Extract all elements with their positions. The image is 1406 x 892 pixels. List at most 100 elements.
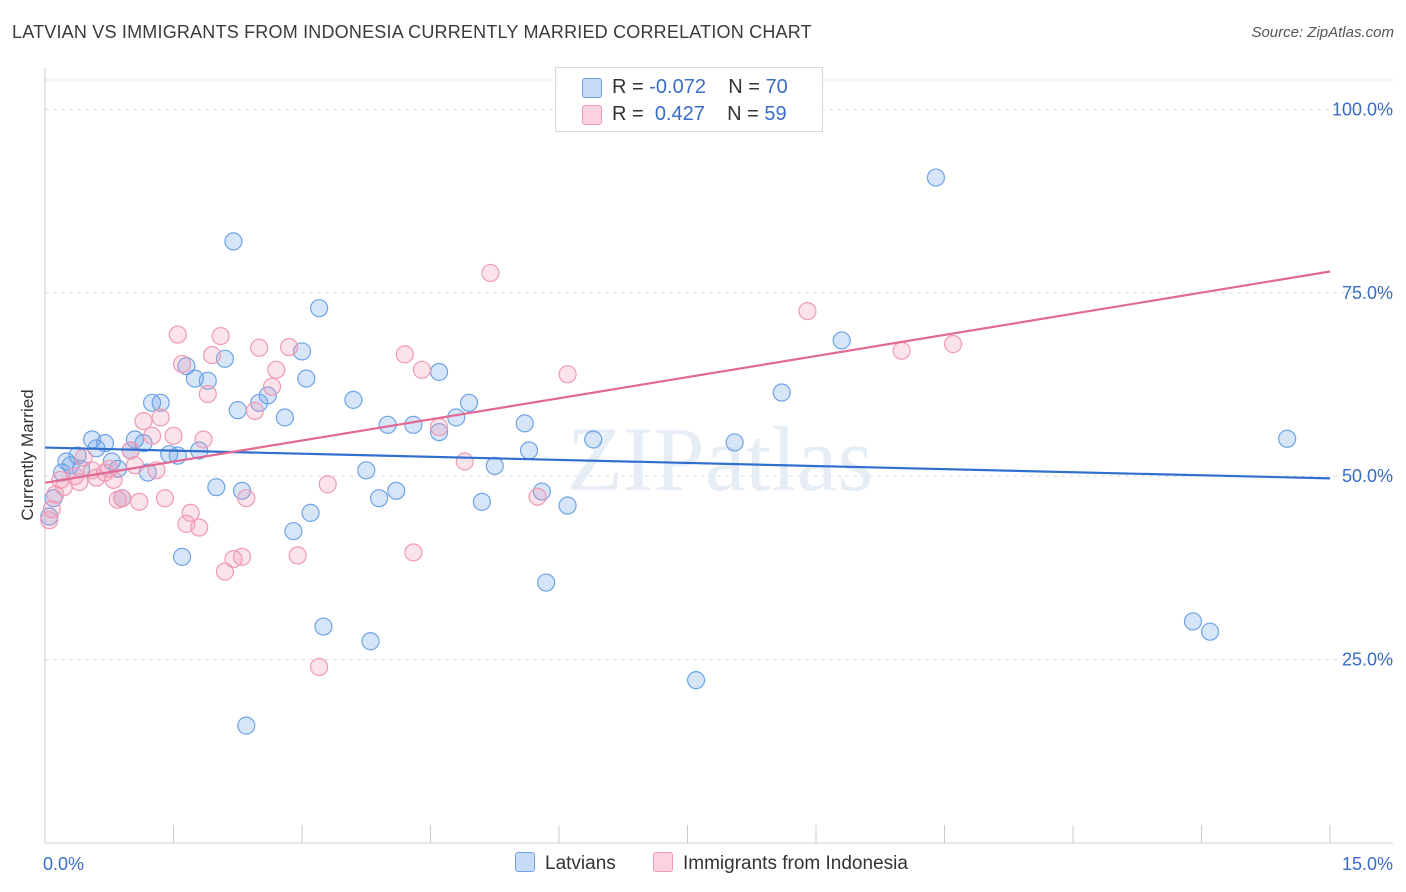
latvians-point xyxy=(275,408,294,427)
indonesia-point xyxy=(198,384,217,404)
indonesia-point xyxy=(404,543,423,562)
indonesia-point xyxy=(528,487,547,506)
latvians-point xyxy=(297,369,316,388)
y-tick-label: 100.0% xyxy=(1332,99,1393,119)
latvians-point xyxy=(387,481,406,500)
indonesia-point xyxy=(211,326,230,346)
bottom-legend-label: Immigrants from Indonesia xyxy=(683,853,908,874)
latvians-point xyxy=(370,489,389,508)
legend-r-value: 0.427 xyxy=(654,103,705,125)
latvians-point xyxy=(472,492,491,511)
indonesia-point xyxy=(232,547,252,566)
indonesia-point xyxy=(455,452,474,471)
x-tick-label-left: 0.0% xyxy=(43,854,84,874)
legend-n-label: N = xyxy=(727,103,759,125)
bottom-legend-indonesia: Immigrants from Indonesia xyxy=(653,852,908,875)
trend-lines xyxy=(44,270,1331,484)
legend-r-label: R = xyxy=(612,103,644,125)
y-tick-labels: 25.0% 50.0% 75.0% 100.0% xyxy=(1332,99,1393,669)
indonesia-point xyxy=(164,426,183,445)
y-tick-label: 75.0% xyxy=(1342,283,1393,303)
indonesia-point xyxy=(318,475,337,494)
latvians-point xyxy=(459,393,479,412)
indonesia-point xyxy=(481,263,500,283)
x-tick-label-right: 15.0% xyxy=(1342,854,1393,874)
y-axis-label: Currently Married xyxy=(18,389,37,520)
source-label: Source: ZipAtlas.com xyxy=(1251,24,1394,41)
indonesia-point xyxy=(142,426,162,445)
indonesia-trend-line xyxy=(44,270,1331,484)
latvians-point xyxy=(228,401,247,420)
indonesia-point xyxy=(798,302,817,321)
indonesia-point xyxy=(168,325,187,344)
indonesia-point xyxy=(310,657,329,677)
indonesia-point xyxy=(190,518,209,537)
latvians-point xyxy=(429,362,449,382)
indonesia-point xyxy=(558,365,577,384)
indonesia-point xyxy=(40,511,59,530)
bottom-legend-latvians: Latvians xyxy=(515,852,616,875)
latvians-point xyxy=(558,496,577,515)
axes xyxy=(44,68,1393,844)
latvians-point xyxy=(537,573,556,592)
latvians-point xyxy=(237,716,256,735)
latvians-point xyxy=(198,371,217,390)
indonesia-point xyxy=(172,354,192,374)
indonesia-point xyxy=(112,489,132,508)
latvians-point xyxy=(301,503,320,522)
indonesia-point xyxy=(892,341,911,360)
latvians-point xyxy=(686,671,706,690)
bottom-legend-label: Latvians xyxy=(545,853,616,874)
chart-title: LATVIAN VS IMMIGRANTS FROM INDONESIA CUR… xyxy=(12,22,812,42)
latvians-point xyxy=(258,386,277,405)
latvians-point xyxy=(172,547,192,566)
latvians-point xyxy=(344,390,363,409)
latvians-trend-line xyxy=(44,446,1331,480)
indonesia-point xyxy=(155,489,175,508)
indonesia-point xyxy=(42,500,61,519)
bottom-legend-swatch-indonesia xyxy=(653,852,673,872)
legend-swatch-latvians xyxy=(582,78,602,98)
latvians-point xyxy=(95,434,115,453)
indonesia-point xyxy=(181,503,200,522)
indonesia-point xyxy=(429,417,449,437)
y-tick-label: 25.0% xyxy=(1342,650,1393,670)
indonesia-point xyxy=(134,412,153,431)
latvians-point xyxy=(284,522,303,541)
latvians-point xyxy=(1183,612,1203,631)
latvians-point xyxy=(310,299,329,318)
indonesia-point xyxy=(215,562,234,581)
indonesia-point xyxy=(202,346,222,365)
indonesia-point xyxy=(250,338,269,357)
latvians-point xyxy=(447,408,466,427)
indonesia-point xyxy=(237,489,256,508)
latvians-point xyxy=(926,168,946,187)
indonesia-point xyxy=(262,377,282,396)
latvians-point xyxy=(404,415,423,434)
indonesia-point xyxy=(194,430,213,449)
latvians-point xyxy=(361,632,380,651)
indonesia-point xyxy=(104,470,123,489)
stats-legend: R = -0.072 N = 70 R = 0.427 N = 59 xyxy=(555,67,823,132)
x-tick-labels: 0.0% 15.0% xyxy=(43,854,1393,874)
indonesia-point xyxy=(130,492,149,511)
latvians-point xyxy=(832,331,851,350)
latvians-point xyxy=(357,461,376,480)
latvians-point xyxy=(151,393,170,412)
indonesia-point xyxy=(395,345,414,364)
latvians-point xyxy=(515,414,534,433)
indonesia-point xyxy=(288,546,307,565)
indonesia-point xyxy=(412,360,432,379)
latvians-point xyxy=(519,441,539,460)
latvians-point xyxy=(314,617,333,636)
latvians-point xyxy=(1200,622,1220,641)
legend-n-value: 70 xyxy=(765,76,788,98)
legend-n-value: 59 xyxy=(764,103,787,125)
indonesia-point xyxy=(245,401,264,420)
bottom-legend-swatch-latvians xyxy=(515,852,535,872)
latvians-point xyxy=(102,452,121,471)
legend-r-value: -0.072 xyxy=(649,76,706,98)
indonesia-point xyxy=(125,456,145,475)
indonesia-point xyxy=(267,360,286,379)
